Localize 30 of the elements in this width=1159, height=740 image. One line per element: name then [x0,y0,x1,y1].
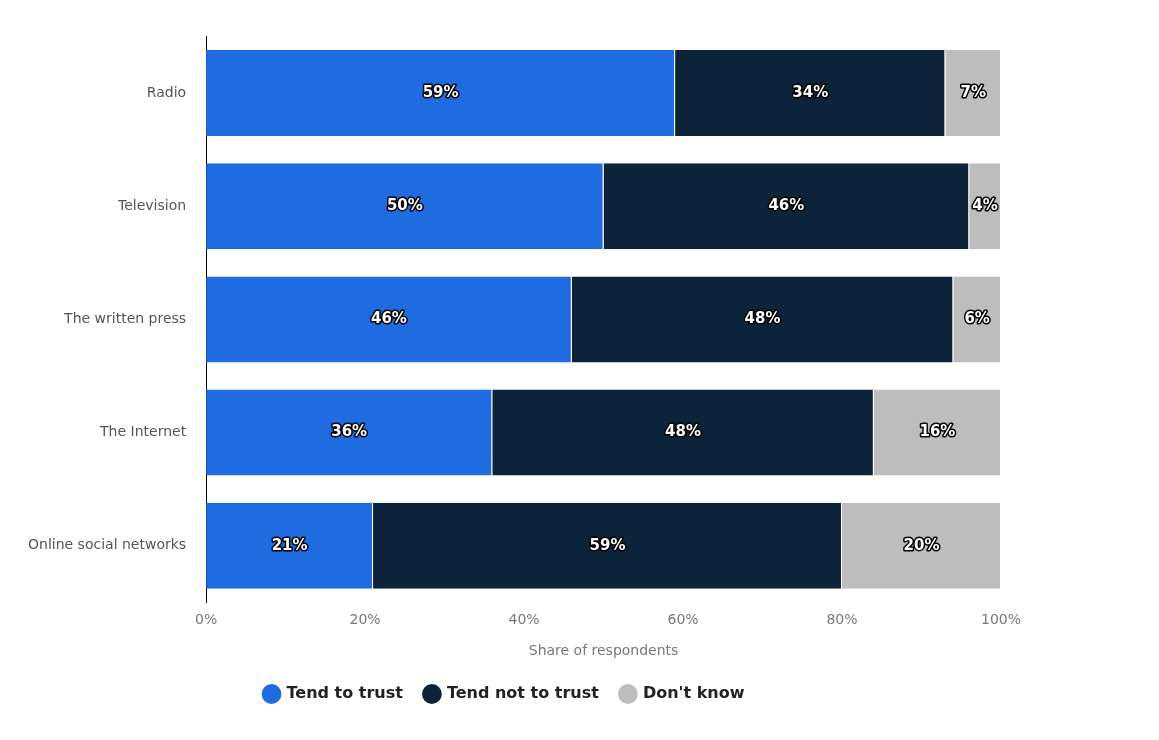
text: 20% [903,535,940,554]
legend-label: Don't know [642,683,745,703]
text: 46% [768,196,805,215]
text: 6% [964,309,990,328]
text: 34% [792,82,829,101]
text: 48% [665,422,701,441]
legend-label: Tend not to trust [446,683,600,703]
text: 7% [960,82,986,101]
y-tick-label: Radio [146,83,187,100]
legend-label: Tend to trust [286,683,404,703]
y-tick-label: The written press [63,310,187,327]
x-tick-label: 0% [195,611,218,628]
text: 50% [386,196,423,215]
text: 21% [271,535,308,554]
x-tick-label: 80% [826,611,858,628]
x-tick-label: 100% [980,611,1022,628]
text: 4% [972,196,998,215]
x-tick-label: 20% [349,611,381,628]
text: 36% [331,422,368,441]
y-tick-label: Online social networks [28,536,187,553]
text: 16% [919,422,956,441]
text: 48% [744,309,781,328]
x-tick-label: 40% [508,611,540,628]
x-tick-label: 60% [667,611,699,628]
y-tick-label: The Internet [99,423,187,440]
text: 59% [589,535,626,554]
x-axis-title: Share of respondents [528,642,679,659]
y-tick-label: Television [117,196,187,213]
text: 59% [422,82,459,101]
text: 46% [370,309,407,328]
